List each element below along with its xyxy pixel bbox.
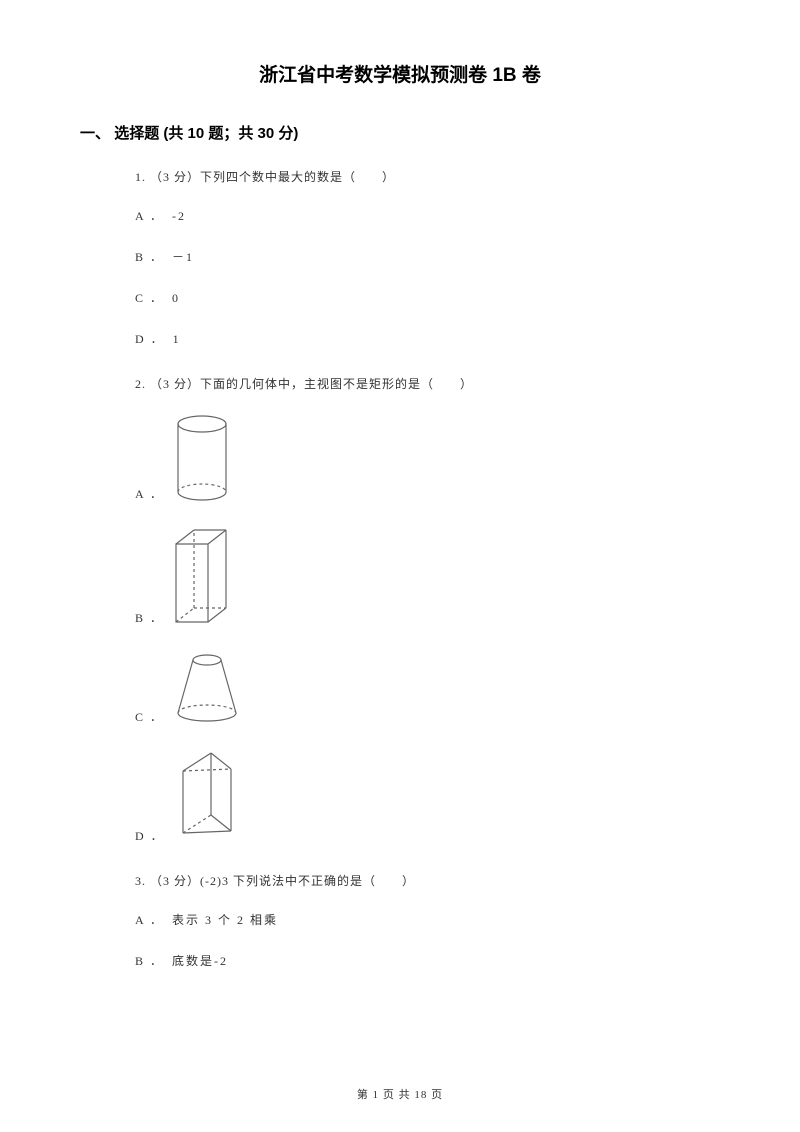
- q-num: 2.: [135, 377, 146, 391]
- q-num: 1.: [135, 170, 146, 184]
- footer-total: 18: [414, 1089, 427, 1101]
- option-b: B ． －1: [135, 248, 720, 265]
- option-b: B ． 底数是-2: [135, 952, 720, 969]
- option-text: 表示 3 个 2 相乘: [172, 911, 278, 928]
- cuboid-icon: [172, 526, 232, 626]
- question-2: 2. （3 分）下面的几何体中，主视图不是矩形的是（ ） A ． B ．: [135, 375, 720, 844]
- option-label: B ．: [135, 248, 164, 265]
- option-text: －1: [172, 248, 194, 265]
- question-1: 1. （3 分）下列四个数中最大的数是（ ） A ． -2 B ． －1 C ．…: [135, 168, 720, 347]
- q-num: 3.: [135, 874, 146, 888]
- option-c: C ．: [135, 650, 720, 725]
- footer-prefix: 第: [357, 1089, 369, 1101]
- option-label: C ．: [135, 289, 164, 306]
- question-text: 1. （3 分）下列四个数中最大的数是（ ）: [135, 168, 720, 185]
- option-a: A ．: [135, 414, 720, 502]
- option-text: 1: [173, 332, 181, 347]
- section-header: 一、 选择题 (共 10 题；共 30 分): [80, 122, 720, 143]
- section-number: 一、: [80, 125, 110, 142]
- option-label: B ．: [135, 952, 164, 969]
- section-name: 选择题: [114, 125, 159, 142]
- option-d: D ．: [135, 749, 720, 844]
- question-text: 2. （3 分）下面的几何体中，主视图不是矩形的是（ ）: [135, 375, 720, 392]
- footer-suffix: 页: [431, 1089, 443, 1101]
- option-b: B ．: [135, 526, 720, 626]
- q-body: 下面的几何体中，主视图不是矩形的是（ ）: [200, 377, 473, 391]
- page-footer: 第 1 页 共 18 页: [0, 1086, 800, 1102]
- option-a: A ． -2: [135, 207, 720, 224]
- frustum-icon: [172, 650, 242, 725]
- q-points: （3 分）: [150, 377, 200, 391]
- option-label: A ．: [135, 485, 164, 502]
- q-body: (-2)3 下列说法中不正确的是（ ）: [200, 874, 415, 888]
- question-text: 3. （3 分）(-2)3 下列说法中不正确的是（ ）: [135, 872, 720, 889]
- option-label: C ．: [135, 708, 164, 725]
- question-3: 3. （3 分）(-2)3 下列说法中不正确的是（ ） A ． 表示 3 个 2…: [135, 872, 720, 969]
- prism-icon: [173, 749, 243, 844]
- option-a: A ． 表示 3 个 2 相乘: [135, 911, 720, 928]
- option-label: B ．: [135, 609, 164, 626]
- page-title: 浙江省中考数学模拟预测卷 1B 卷: [80, 60, 720, 87]
- footer-mid: 页 共: [383, 1089, 411, 1101]
- cylinder-icon: [172, 414, 232, 502]
- option-d: D ． 1: [135, 330, 720, 347]
- q-points: （3 分）: [150, 170, 200, 184]
- option-label: D ．: [135, 827, 165, 844]
- option-label: D ．: [135, 330, 165, 347]
- option-c: C ． 0: [135, 289, 720, 306]
- q-points: （3 分）: [150, 874, 200, 888]
- footer-current: 1: [373, 1089, 380, 1101]
- option-text: 底数是-2: [172, 952, 228, 969]
- section-info: (共 10 题；共 30 分): [163, 125, 298, 142]
- q-body: 下列四个数中最大的数是（ ）: [200, 170, 395, 184]
- option-label: A ．: [135, 207, 164, 224]
- option-label: A ．: [135, 911, 164, 928]
- option-text: -2: [172, 209, 186, 224]
- option-text: 0: [172, 291, 180, 306]
